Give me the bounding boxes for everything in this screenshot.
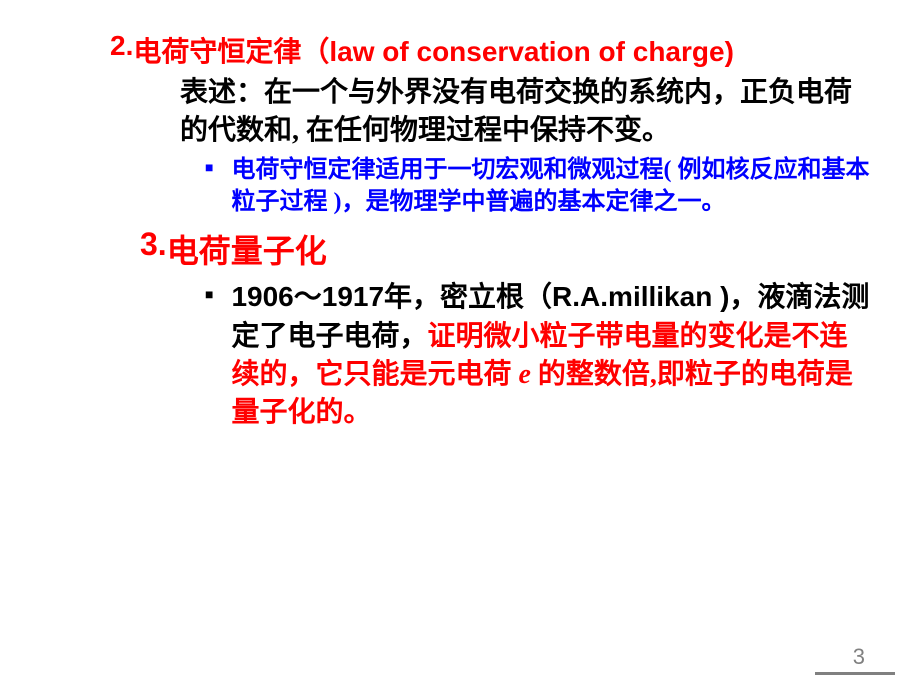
- bullet-marker-icon: ■: [205, 161, 213, 219]
- section-2-bullet: ■ 电荷守恒定律适用于一切宏观和微观过程( 例如核反应和基本粒子过程 )，是物理…: [205, 154, 870, 219]
- section-2-title-text: 电荷守恒定律（law of conservation of charge): [133, 30, 870, 70]
- section-2-bullet-text: 电荷守恒定律适用于一切宏观和微观过程( 例如核反应和基本粒子过程 )，是物理学中…: [231, 154, 870, 219]
- section-3-header: 3. 电荷量子化: [50, 226, 870, 272]
- section-3-bullet-text: 1906～1917年，密立根（R.A.millikan )，液滴法测定了电子电荷…: [231, 278, 870, 431]
- section-3-title: 电荷量子化: [167, 226, 327, 272]
- page-number-underline: [815, 672, 895, 675]
- section-2-description: 表述：在一个与外界没有电荷交换的系统内，正负电荷的代数和, 在任何物理过程中保持…: [180, 74, 870, 150]
- section-3-bullet: ■ 1906～1917年，密立根（R.A.millikan )，液滴法测定了电子…: [205, 278, 870, 431]
- bullet-marker-icon: ■: [205, 288, 213, 431]
- slide-content: 2. 电荷守恒定律（law of conservation of charge)…: [0, 0, 920, 432]
- page-number: 3: [853, 644, 865, 672]
- section-2-number: 2.: [50, 30, 133, 70]
- section-2-header: 2. 电荷守恒定律（law of conservation of charge): [50, 30, 870, 70]
- section-3-number: 3.: [50, 226, 167, 272]
- section-2-title: 电荷守恒定律（law of conservation of charge): [133, 30, 870, 70]
